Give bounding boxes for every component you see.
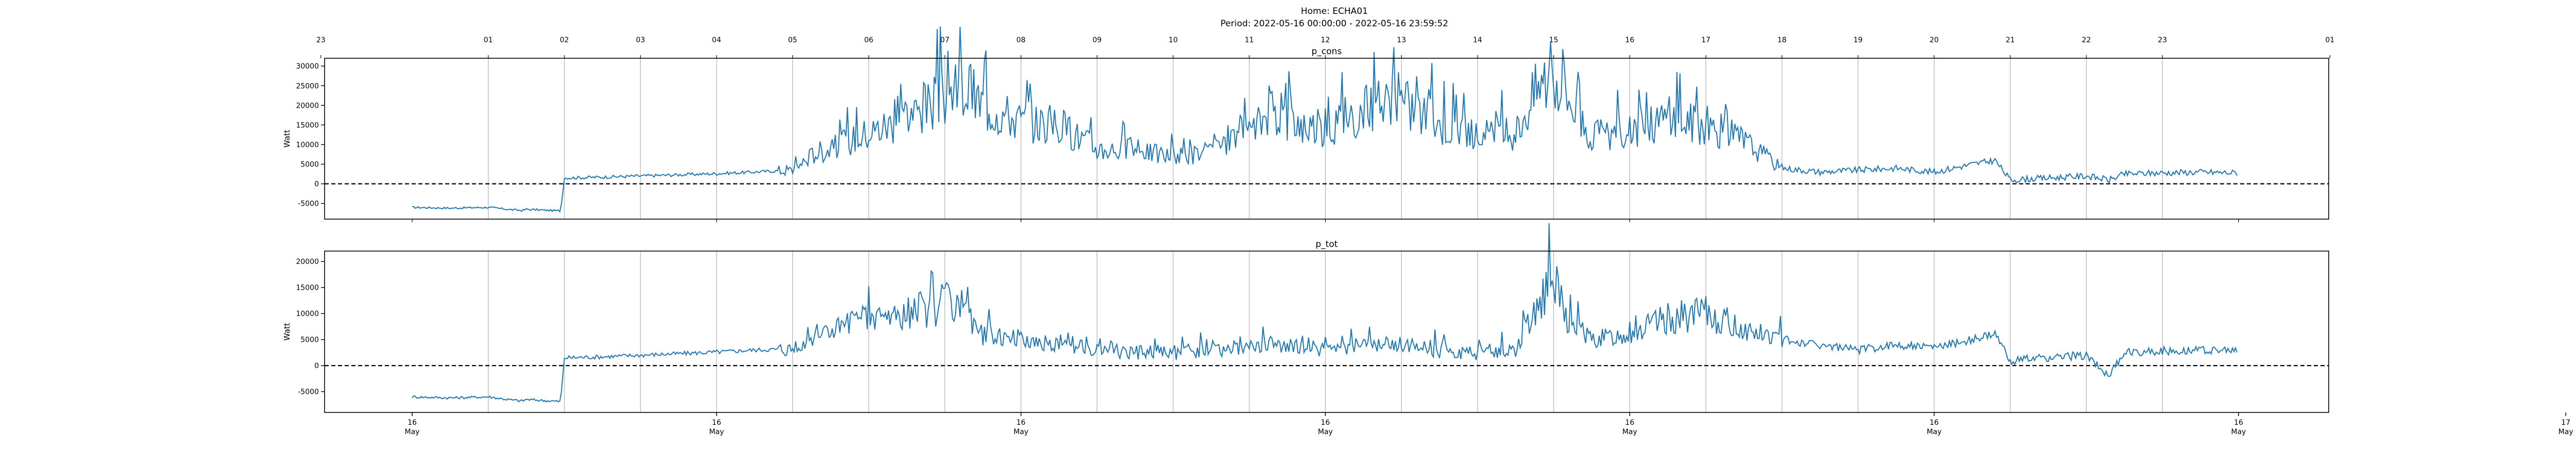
x-tick-month-label: May (2558, 428, 2573, 436)
y-tick-label: 25000 (296, 82, 319, 90)
y-tick-label: -5000 (298, 388, 319, 396)
y-tick-label: 5000 (300, 160, 319, 169)
x-tick-month-label: May (709, 428, 724, 436)
x-tick-day-label: 16 (408, 419, 417, 427)
y-tick-label: 20000 (296, 102, 319, 110)
x-tick-day-label: 16 (1625, 419, 1634, 427)
x-top-tick-label: 13 (1397, 36, 1406, 44)
x-top-tick-label: 16 (1625, 36, 1634, 44)
y-tick-label: 15000 (296, 284, 319, 292)
x-top-tick-label: 07 (940, 36, 950, 44)
x-top-tick-label: 05 (788, 36, 798, 44)
x-tick-day-label: 16 (1016, 419, 1026, 427)
chart-panel-p-cons: p_cons Watt -5000 0 5000 10000 15000 20000 25000… (282, 26, 2334, 222)
y-tick-label: 5000 (300, 336, 319, 344)
x-tick-month-label: May (2231, 428, 2246, 436)
x-top-tick-label: 18 (1777, 36, 1787, 44)
x-tick-day-label: 16 (1321, 419, 1330, 427)
y-tick-label: 10000 (296, 310, 319, 318)
figure-home-title: Home: ECHA01 (1301, 6, 1368, 16)
y-tick-label: 20000 (296, 258, 319, 266)
x-top-tick-label: 08 (1016, 36, 1026, 44)
x-top-tick-label: 03 (636, 36, 645, 44)
x-top-tick-label: 20 (1929, 36, 1939, 44)
chart-panel-p-tot: p_totWatt-50000500010000150002000016May1… (282, 223, 2573, 436)
x-top-tick-label: 14 (1473, 36, 1482, 44)
y-tick-label: 10000 (296, 141, 319, 149)
x-tick-month-label: May (1013, 428, 1028, 436)
y-tick-label: -5000 (298, 200, 319, 208)
x-tick-day-label: 16 (2234, 419, 2243, 427)
x-top-tick-label: 09 (1092, 36, 1101, 44)
y-axis-label: Watt (282, 129, 292, 147)
y-tick-label: 15000 (296, 121, 319, 129)
series-line (412, 223, 2238, 403)
y-tick-label: 0 (314, 180, 319, 189)
x-top-tick-label: 02 (560, 36, 569, 44)
panel-title: p_tot (1315, 239, 1337, 250)
x-top-tick-label: 23 (2158, 36, 2167, 44)
figure-period-title: Period: 2022-05-16 00:00:00 - 2022-05-16… (1221, 19, 1448, 29)
x-tick-month-label: May (1622, 428, 1637, 436)
x-top-tick-label: 11 (1245, 36, 1254, 44)
x-tick-day-label: 17 (2561, 419, 2570, 427)
y-tick-label: 0 (314, 362, 319, 370)
panel-title: p_cons (1312, 46, 1342, 57)
y-axis-label: Watt (282, 323, 292, 341)
x-top-tick-label: 01 (484, 36, 493, 44)
x-tick-month-label: May (405, 428, 420, 436)
x-tick-day-label: 16 (712, 419, 721, 427)
x-top-tick-label: 23 (316, 36, 326, 44)
x-top-tick-label: 15 (1549, 36, 1558, 44)
x-top-tick-label: 21 (2006, 36, 2015, 44)
x-top-tick-label: 04 (712, 36, 721, 44)
axes-frame (324, 58, 2329, 220)
x-top-tick-label: 12 (1321, 36, 1330, 44)
x-top-tick-label: 06 (864, 36, 873, 44)
axes-frame (324, 251, 2329, 413)
y-tick-label: 30000 (296, 62, 319, 71)
x-top-tick-label: 17 (1701, 36, 1710, 44)
x-top-tick-label: 10 (1168, 36, 1178, 44)
x-tick-day-label: 16 (1929, 419, 1939, 427)
x-top-tick-label: 22 (2082, 36, 2091, 44)
x-tick-month-label: May (1927, 428, 1942, 436)
series-line (412, 26, 2238, 213)
x-top-tick-label: 01 (2325, 36, 2334, 44)
x-top-tick-label: 19 (1854, 36, 1863, 44)
x-tick-month-label: May (1318, 428, 1333, 436)
